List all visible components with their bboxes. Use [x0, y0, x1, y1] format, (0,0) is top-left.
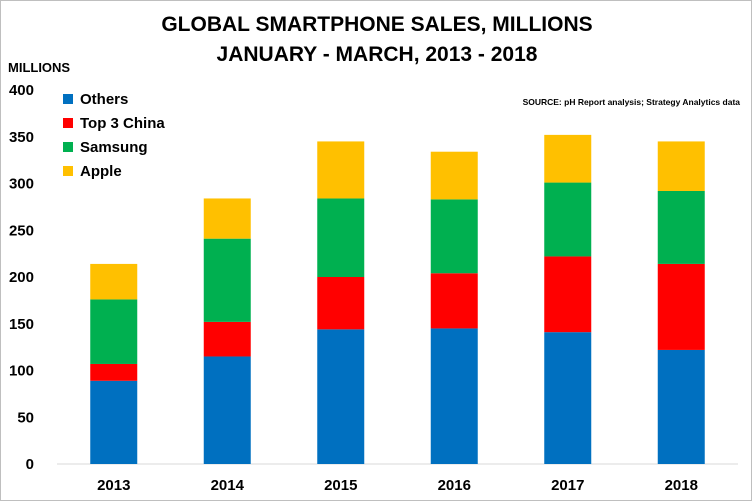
bar-2013-apple	[90, 263, 138, 300]
bar-2013-others	[90, 380, 138, 464]
chart-title-line-1: GLOBAL SMARTPHONE SALES, MILLIONS	[161, 13, 593, 36]
bar-2013-samsung	[90, 299, 138, 364]
chart-title: GLOBAL SMARTPHONE SALES, MILLIONS JANUAR…	[0, 10, 754, 70]
x-tick-label-2016: 2016	[438, 477, 471, 494]
x-tick-label-2013: 2013	[97, 477, 130, 494]
legend-swatch-top-3-china	[63, 118, 73, 128]
bar-2017-apple	[544, 134, 592, 183]
bar-2018-top-3-china	[657, 263, 705, 350]
y-tick-label-250: 250	[9, 222, 34, 239]
bar-2018-apple	[657, 141, 705, 191]
bar-2014-samsung	[203, 238, 251, 322]
x-tick-label-2017: 2017	[551, 477, 584, 494]
y-tick-label-100: 100	[9, 363, 34, 380]
bar-2016-top-3-china	[430, 273, 478, 329]
y-tick-label-350: 350	[9, 129, 34, 146]
bar-2015-top-3-china	[317, 277, 365, 330]
source-note: SOURCE: pH Report analysis; Strategy Ana…	[522, 97, 740, 107]
legend-label-apple: Apple	[80, 163, 122, 180]
legend-swatch-samsung	[63, 142, 73, 152]
legend-swatch-others	[63, 94, 73, 104]
y-tick-label-150: 150	[9, 316, 34, 333]
legend-label-others: Others	[80, 91, 128, 108]
bar-2017-top-3-china	[544, 256, 592, 333]
x-tick-label-2014: 2014	[211, 477, 245, 494]
y-axis-label: MILLIONS	[8, 60, 71, 75]
bar-2018-samsung	[657, 190, 705, 264]
bar-2017-samsung	[544, 182, 592, 257]
bar-2017-others	[544, 332, 592, 464]
bar-2016-samsung	[430, 199, 478, 274]
chart-title-line-2: JANUARY - MARCH, 2013 - 2018	[216, 43, 538, 66]
x-tick-label-2018: 2018	[665, 477, 698, 494]
y-tick-label-400: 400	[9, 82, 34, 99]
bar-2014-top-3-china	[203, 321, 251, 357]
legend-swatch-apple	[63, 166, 73, 176]
bar-2015-samsung	[317, 198, 365, 277]
y-tick-label-0: 0	[26, 456, 34, 473]
y-tick-label-50: 50	[17, 409, 34, 426]
bar-2015-others	[317, 329, 365, 464]
legend-label-top-3-china: Top 3 China	[80, 115, 165, 132]
legend-label-samsung: Samsung	[80, 139, 148, 156]
bar-2015-apple	[317, 141, 365, 199]
bar-2016-others	[430, 328, 478, 464]
y-tick-label-300: 300	[9, 176, 34, 193]
bar-2014-others	[203, 356, 251, 464]
bar-2014-apple	[203, 198, 251, 239]
bar-2016-apple	[430, 151, 478, 200]
bar-2018-others	[657, 349, 705, 464]
bar-2013-top-3-china	[90, 363, 138, 381]
x-tick-label-2015: 2015	[324, 477, 357, 494]
y-tick-label-200: 200	[9, 269, 34, 286]
